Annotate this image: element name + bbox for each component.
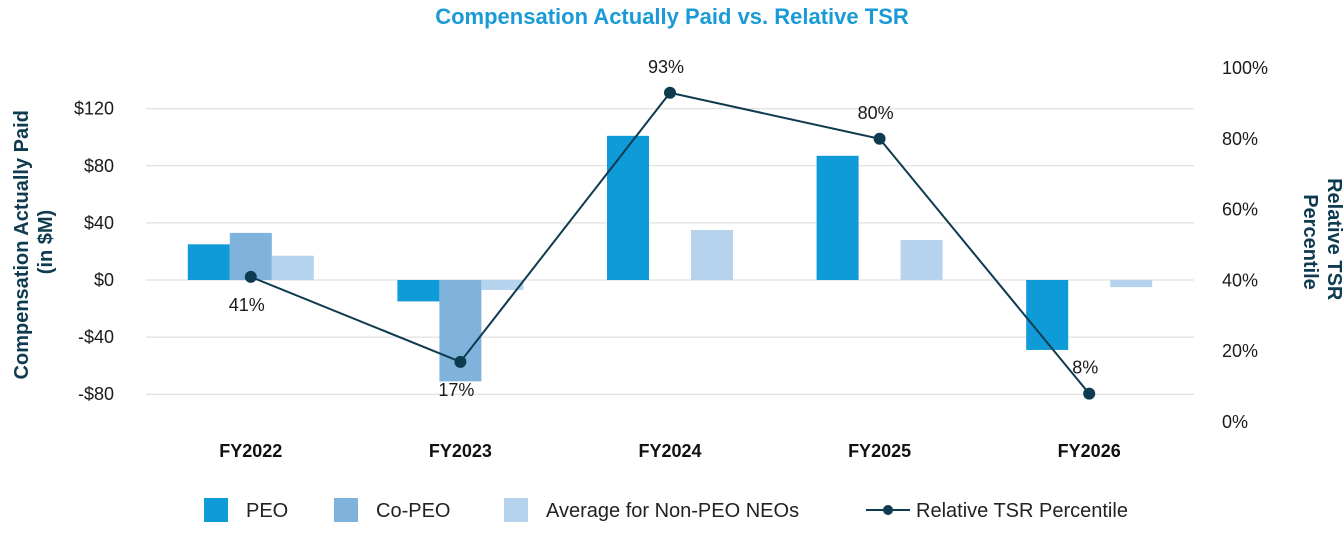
y-tick-label-right: 80%: [1222, 129, 1258, 149]
y-axis-title-left-line2: (in $M): [35, 210, 57, 274]
bar: [816, 155, 859, 280]
line-point: [244, 270, 257, 283]
y-tick-label-left: $40: [84, 213, 114, 233]
y-tick-label-right: 0%: [1222, 412, 1248, 432]
y-tick-label-right: 60%: [1222, 200, 1258, 220]
line-point: [873, 132, 886, 145]
bar: [607, 135, 649, 280]
x-axis-categories: FY2022 FY2023 FY2024 FY2025 FY2026: [219, 441, 1120, 461]
y-tick-label-right: 20%: [1222, 341, 1258, 361]
bar: [397, 280, 440, 302]
x-tick-label: FY2025: [848, 441, 911, 461]
bar: [271, 255, 314, 280]
y-tick-label-left: -$40: [78, 327, 114, 347]
y-axis-title-right: Relative TSR Percentile: [1299, 178, 1344, 306]
legend-swatch: [334, 498, 358, 522]
y-tick-label-right: 40%: [1222, 270, 1258, 290]
legend-swatch: [504, 498, 528, 522]
bar: [900, 240, 943, 280]
y-axis-title-right-line1: Relative TSR: [1323, 178, 1344, 301]
y-tick-label-left: $80: [84, 156, 114, 176]
x-tick-label: FY2023: [429, 441, 492, 461]
y-tick-label-left: -$80: [78, 384, 114, 404]
line-point: [454, 355, 467, 368]
legend-swatch: [204, 498, 228, 522]
data-label: 93%: [648, 57, 684, 77]
bar: [481, 280, 524, 290]
legend-marker: [883, 505, 893, 515]
bar: [1110, 280, 1153, 288]
legend-label: Relative TSR Percentile: [916, 500, 1128, 522]
x-tick-label: FY2022: [219, 441, 282, 461]
legend-label: PEO: [246, 500, 288, 522]
y-tick-label-left: $0: [94, 270, 114, 290]
legend-label: Co-PEO: [376, 500, 450, 522]
chart-title: Compensation Actually Paid vs. Relative …: [435, 4, 909, 29]
series-line: [250, 91, 1090, 395]
y-axis-left-ticks: -$80 -$40 $0 $40 $80 $120: [74, 99, 114, 405]
y-axis-right-ticks: 0% 20% 40% 60% 80% 100%: [1222, 58, 1268, 432]
legend: PEO Co-PEO Average for Non-PEO NEOs Relativ…: [204, 498, 1128, 522]
bar: [691, 230, 733, 280]
data-label: 41%: [229, 295, 265, 315]
y-axis-title-right-line2: Percentile: [1299, 194, 1321, 290]
data-label: 80%: [858, 103, 894, 123]
gridlines: [146, 108, 1194, 395]
bar: [187, 244, 230, 280]
data-label: 8%: [1072, 358, 1098, 378]
x-tick-label: FY2024: [638, 441, 701, 461]
x-tick-label: FY2026: [1058, 441, 1121, 461]
tsr-line: 41% 17% 93% 80% 8%: [229, 57, 1098, 400]
data-label: 17%: [438, 380, 474, 400]
y-tick-label-left: $120: [74, 99, 114, 119]
line-point: [664, 86, 676, 99]
line-point: [1083, 387, 1096, 400]
bars: [187, 135, 1153, 382]
y-axis-title-left-line1: Compensation Actually Paid: [11, 110, 33, 379]
legend-label: Average for Non-PEO NEOs: [546, 500, 799, 522]
y-axis-title-left: Compensation Actually Paid (in $M): [11, 105, 57, 380]
bar: [1026, 280, 1069, 350]
y-tick-label-right: 100%: [1222, 58, 1268, 78]
